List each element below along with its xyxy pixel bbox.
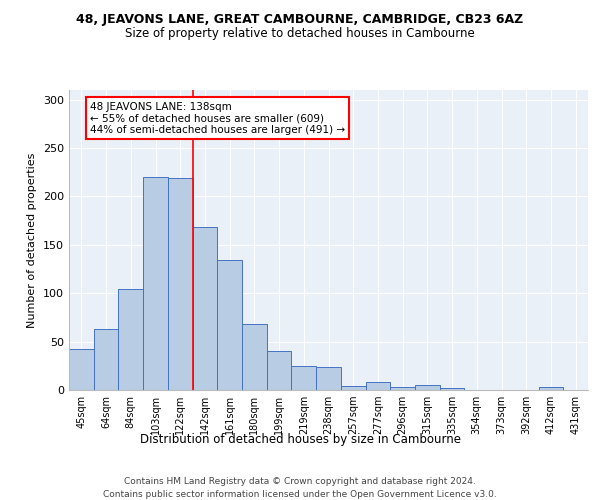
Bar	[242, 324, 267, 390]
Bar	[168, 178, 193, 390]
Bar	[365, 382, 390, 390]
Bar	[415, 385, 440, 390]
Text: 48 JEAVONS LANE: 138sqm
← 55% of detached houses are smaller (609)
44% of semi-d: 48 JEAVONS LANE: 138sqm ← 55% of detache…	[90, 102, 345, 135]
Bar	[69, 350, 94, 390]
Bar	[193, 228, 217, 390]
Text: 48, JEAVONS LANE, GREAT CAMBOURNE, CAMBRIDGE, CB23 6AZ: 48, JEAVONS LANE, GREAT CAMBOURNE, CAMBR…	[76, 12, 524, 26]
Text: Contains public sector information licensed under the Open Government Licence v3: Contains public sector information licen…	[103, 490, 497, 499]
Bar	[292, 366, 316, 390]
Bar	[217, 260, 242, 390]
Bar	[94, 329, 118, 390]
Bar	[539, 387, 563, 390]
Bar	[341, 386, 365, 390]
Bar	[267, 352, 292, 390]
Text: Distribution of detached houses by size in Cambourne: Distribution of detached houses by size …	[139, 432, 461, 446]
Bar	[440, 388, 464, 390]
Bar	[143, 177, 168, 390]
Bar	[316, 367, 341, 390]
Text: Size of property relative to detached houses in Cambourne: Size of property relative to detached ho…	[125, 28, 475, 40]
Text: Contains HM Land Registry data © Crown copyright and database right 2024.: Contains HM Land Registry data © Crown c…	[124, 478, 476, 486]
Bar	[118, 290, 143, 390]
Bar	[390, 387, 415, 390]
Y-axis label: Number of detached properties: Number of detached properties	[28, 152, 37, 328]
